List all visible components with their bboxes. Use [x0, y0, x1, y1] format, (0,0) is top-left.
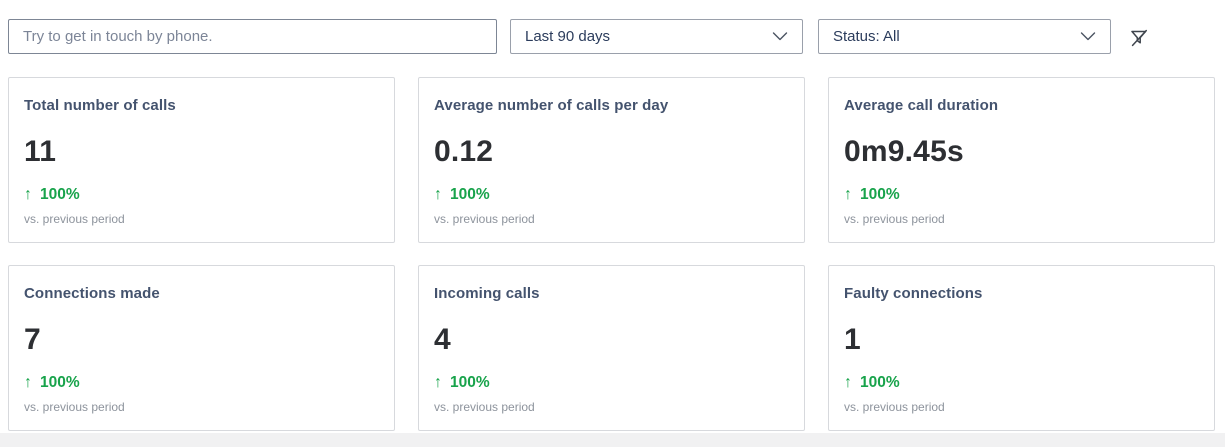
up-arrow-icon: ↑: [844, 186, 852, 203]
card-title: Average call duration: [844, 97, 999, 114]
card-change: ↑ 100%: [434, 373, 788, 393]
card-change: ↑ 100%: [434, 185, 788, 205]
up-arrow-icon: ↑: [434, 374, 442, 391]
up-arrow-icon: ↑: [434, 186, 442, 203]
search-input[interactable]: [8, 19, 497, 54]
change-percent: 100%: [860, 186, 900, 203]
status-select[interactable]: Status: All: [818, 19, 1111, 54]
card-value: 11: [24, 135, 57, 168]
clear-filters-button[interactable]: [1124, 23, 1154, 53]
change-percent: 100%: [860, 374, 900, 391]
comparison-label: vs. previous period: [844, 400, 945, 414]
stat-card-faulty-connections: Faulty connections 1 ↑ 100% vs. previous…: [828, 265, 1215, 431]
card-value: 0m9.45s: [844, 135, 964, 168]
change-percent: 100%: [40, 374, 80, 391]
chevron-down-icon: [1080, 32, 1096, 41]
comparison-label: vs. previous period: [844, 212, 945, 226]
stat-card-total-calls: Total number of calls 11 ↑ 100% vs. prev…: [8, 77, 395, 243]
up-arrow-icon: ↑: [844, 374, 852, 391]
card-title: Average number of calls per day: [434, 97, 669, 114]
date-range-select[interactable]: Last 90 days: [510, 19, 803, 54]
up-arrow-icon: ↑: [24, 374, 32, 391]
card-change: ↑ 100%: [844, 373, 1198, 393]
change-percent: 100%: [450, 374, 490, 391]
filter-off-icon: [1127, 26, 1151, 50]
card-title: Faulty connections: [844, 285, 983, 302]
comparison-label: vs. previous period: [24, 212, 125, 226]
chevron-down-icon: [772, 32, 788, 41]
card-title: Connections made: [24, 285, 160, 302]
up-arrow-icon: ↑: [24, 186, 32, 203]
stat-card-avg-calls-per-day: Average number of calls per day 0.12 ↑ 1…: [418, 77, 805, 243]
card-value: 0.12: [434, 135, 494, 168]
stat-card-incoming-calls: Incoming calls 4 ↑ 100% vs. previous per…: [418, 265, 805, 431]
card-value: 7: [24, 323, 41, 356]
card-change: ↑ 100%: [24, 185, 378, 205]
date-range-value: Last 90 days: [525, 28, 611, 45]
stat-card-avg-call-duration: Average call duration 0m9.45s ↑ 100% vs.…: [828, 77, 1215, 243]
stat-card-connections-made: Connections made 7 ↑ 100% vs. previous p…: [8, 265, 395, 431]
comparison-label: vs. previous period: [434, 400, 535, 414]
status-value: Status: All: [833, 28, 900, 45]
card-value: 1: [844, 323, 861, 356]
card-change: ↑ 100%: [24, 373, 378, 393]
card-change: ↑ 100%: [844, 185, 1198, 205]
card-title: Incoming calls: [434, 285, 540, 302]
stats-grid: Total number of calls 11 ↑ 100% vs. prev…: [8, 77, 1215, 431]
comparison-label: vs. previous period: [24, 400, 125, 414]
page-background-strip: [0, 433, 1225, 447]
comparison-label: vs. previous period: [434, 212, 535, 226]
card-value: 4: [434, 323, 451, 356]
card-title: Total number of calls: [24, 97, 176, 114]
change-percent: 100%: [450, 186, 490, 203]
change-percent: 100%: [40, 186, 80, 203]
